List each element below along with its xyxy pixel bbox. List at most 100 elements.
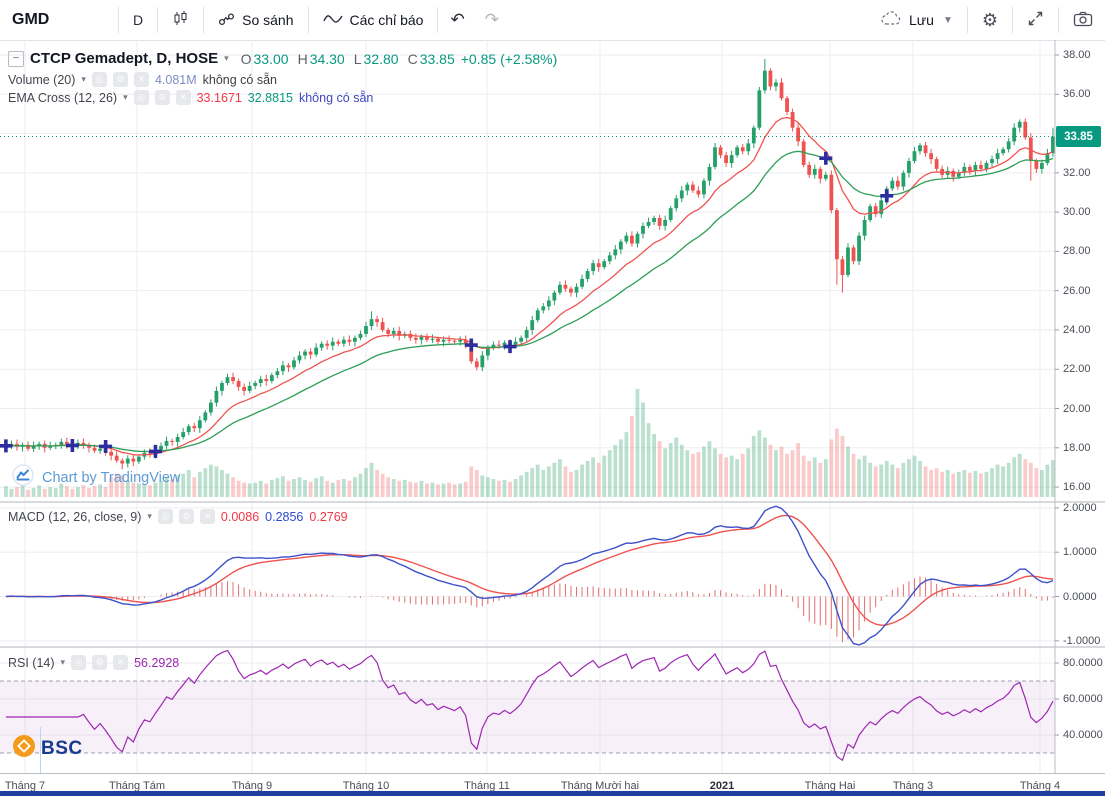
open-value: 33.00 xyxy=(253,50,289,67)
indicators-button[interactable]: Các chỉ báo xyxy=(311,0,436,40)
time-tick-label: Tháng Tám xyxy=(108,780,166,792)
macd-hist-value: 0.0086 xyxy=(220,509,260,524)
fullscreen-button[interactable] xyxy=(1015,0,1056,40)
chart-style-button[interactable] xyxy=(160,0,201,40)
fullscreen-icon xyxy=(1027,10,1044,30)
time-tick-label: 2021 xyxy=(709,780,735,792)
gear-icon[interactable]: ⚙ xyxy=(92,655,108,670)
eye-icon[interactable]: ◎ xyxy=(71,655,87,670)
cloud-icon xyxy=(880,10,902,30)
gear-icon: ⚙ xyxy=(981,9,998,30)
indicators-label: Các chỉ báo xyxy=(349,12,424,28)
time-tick-label: Tháng Mười hai xyxy=(560,780,640,792)
bsc-logo: BSC xyxy=(12,734,83,763)
close-icon[interactable]: ✕ xyxy=(133,72,149,87)
price-axis[interactable]: 38.00 36.00 32.00 30.00 28.00 26.00 24.00 22.00… xyxy=(1055,40,1105,773)
macd-tick-label: 0.0000 xyxy=(1063,590,1097,603)
price-tick-label: 24.00 xyxy=(1063,323,1091,336)
collapse-legend-icon[interactable]: − xyxy=(8,50,24,67)
indicators-icon xyxy=(322,12,343,29)
close-value: 33.85 xyxy=(419,50,455,67)
time-tick-label: Tháng 9 xyxy=(231,780,273,792)
rsi-tick-label: 40.0000 xyxy=(1063,729,1103,741)
gear-icon[interactable]: ⚙ xyxy=(154,90,170,105)
series-title[interactable]: CTCP Gemadept, D, HOSE xyxy=(30,50,219,67)
compare-icon xyxy=(218,10,235,30)
volume-legend[interactable]: Volume (20) ▾ ◎ ⚙ ✕ 4.081M không có sẵn xyxy=(8,72,277,87)
time-axis[interactable]: Tháng 7 Tháng Tám Tháng 9 Tháng 10 Tháng 11 T… xyxy=(0,773,1105,792)
macd-tick-label: -1.0000 xyxy=(1063,634,1101,647)
bottom-blue-strip xyxy=(0,791,1105,796)
interval-label: D xyxy=(133,12,144,28)
gear-icon[interactable]: ⚙ xyxy=(112,72,128,87)
chevron-down-icon: ▼ xyxy=(942,14,953,26)
separator xyxy=(307,7,309,33)
time-tick-label: Tháng 7 xyxy=(4,780,46,792)
rsi-value: 56.2928 xyxy=(134,655,180,670)
chevron-down-icon[interactable]: ▾ xyxy=(60,657,66,667)
macd-line-value: 0.2856 xyxy=(265,509,304,524)
rsi-tick-label: 60.0000 xyxy=(1063,693,1103,705)
volume-label[interactable]: Volume (20) xyxy=(8,72,76,87)
undo-button[interactable]: ↶ xyxy=(450,10,465,29)
chevron-down-icon[interactable]: ▾ xyxy=(81,74,86,84)
macd-label[interactable]: MACD (12, 26, close, 9) xyxy=(8,509,142,524)
price-tick-label: 32.00 xyxy=(1063,166,1091,179)
chevron-down-icon[interactable]: ▾ xyxy=(147,511,152,521)
last-price-badge: 33.85 xyxy=(1056,126,1101,147)
rsi-tick-label: 80.0000 xyxy=(1063,657,1103,669)
screenshot-button[interactable] xyxy=(1061,0,1105,40)
crosshair-vline xyxy=(40,727,41,791)
ema-note: không có sẵn xyxy=(298,90,374,105)
bsc-logo-text: BSC xyxy=(41,737,83,759)
close-icon[interactable]: ✕ xyxy=(113,655,129,670)
time-tick-label: Tháng 10 xyxy=(342,780,390,792)
macd-legend[interactable]: MACD (12, 26, close, 9) ▾ ◎ ⚙ ✕ 0.0086 0… xyxy=(8,509,348,524)
tradingview-watermark[interactable]: Chart by TradingView xyxy=(12,464,180,491)
compare-button[interactable]: So sánh xyxy=(206,0,305,40)
gear-icon[interactable]: ⚙ xyxy=(178,509,194,524)
eye-icon[interactable]: ◎ xyxy=(91,72,107,87)
price-tick-label: 28.00 xyxy=(1063,245,1091,258)
watermark-text: Chart by TradingView xyxy=(42,469,181,486)
main-series-legend[interactable]: − CTCP Gemadept, D, HOSE ▾ O 33.00 H 34.30… xyxy=(8,50,557,67)
interval-button[interactable]: D xyxy=(121,0,155,40)
price-tick-label: 22.00 xyxy=(1063,363,1091,376)
close-icon[interactable]: ✕ xyxy=(199,509,215,524)
redo-button[interactable]: ↷ xyxy=(484,10,499,29)
camera-icon xyxy=(1073,11,1093,30)
volume-note: không có sẵn xyxy=(202,72,277,87)
chevron-down-icon[interactable]: ▾ xyxy=(224,53,229,63)
eye-icon[interactable]: ◎ xyxy=(157,509,173,524)
price-tick-label: 20.00 xyxy=(1063,402,1091,415)
save-label: Lưu xyxy=(909,12,934,28)
price-tick-label: 16.00 xyxy=(1063,481,1091,494)
ema-fast-value: 33.1671 xyxy=(196,90,242,105)
separator xyxy=(966,7,968,33)
candlestick-icon xyxy=(172,10,189,30)
separator xyxy=(118,7,119,33)
top-toolbar: GMD D xyxy=(0,0,1105,41)
symbol-text: GMD xyxy=(12,11,50,28)
ema-cross-label[interactable]: EMA Cross (12, 26) xyxy=(8,90,118,105)
chevron-down-icon[interactable]: ▾ xyxy=(123,92,128,102)
macd-signal-value: 0.2769 xyxy=(309,509,348,524)
macd-tick-label: 2.0000 xyxy=(1063,501,1097,514)
ema-cross-legend[interactable]: EMA Cross (12, 26) ▾ ◎ ⚙ ✕ 33.1671 32.88… xyxy=(8,90,373,105)
separator xyxy=(157,7,159,33)
bsc-logo-icon xyxy=(12,734,36,763)
save-layout-button[interactable]: Lưu ▼ xyxy=(868,0,965,40)
close-icon[interactable]: ✕ xyxy=(175,90,191,105)
rsi-legend[interactable]: RSI (14) ▾ ◎ ⚙ ✕ 56.2928 xyxy=(8,655,179,670)
price-tick-label: 30.00 xyxy=(1063,206,1091,219)
time-tick-label: Tháng 3 xyxy=(892,780,934,792)
eye-icon[interactable]: ◎ xyxy=(133,90,149,105)
high-label: H xyxy=(297,50,308,67)
settings-button[interactable]: ⚙ xyxy=(970,0,1010,40)
separator xyxy=(203,7,205,33)
symbol-search-button[interactable]: GMD xyxy=(0,0,116,40)
close-label: C xyxy=(407,50,418,67)
rsi-label[interactable]: RSI (14) xyxy=(8,655,55,670)
